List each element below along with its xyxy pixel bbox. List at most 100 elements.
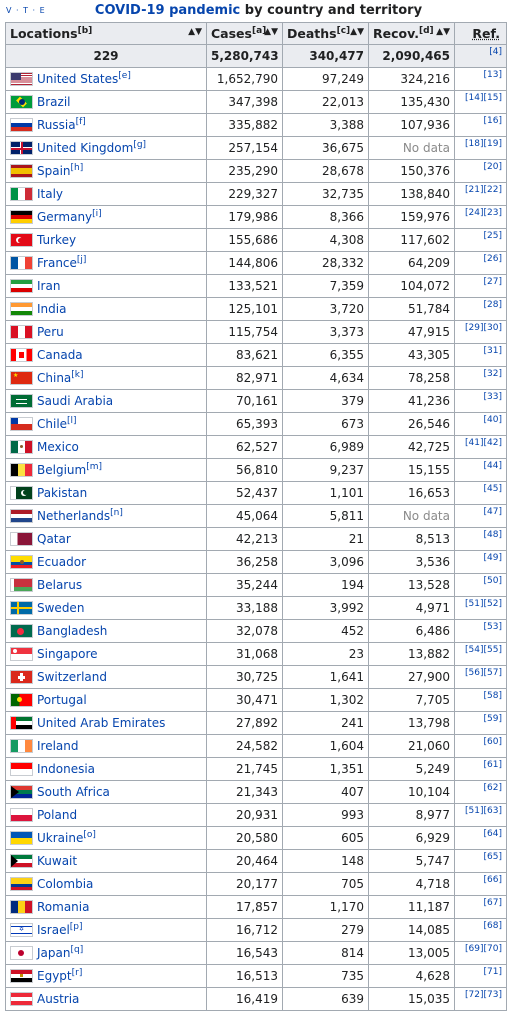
country-link[interactable]: Brazil (37, 95, 71, 109)
country-link[interactable]: Poland (37, 808, 78, 822)
ref-cell[interactable]: [31] (454, 343, 507, 367)
ref-cell[interactable]: [16] (454, 113, 507, 137)
country-link[interactable]: Kuwait (37, 854, 78, 868)
country-note[interactable]: [r] (71, 968, 83, 978)
country-link[interactable]: Saudi Arabia (37, 394, 114, 408)
country-link[interactable]: Chile (37, 417, 68, 431)
ref-cell[interactable]: [60] (454, 734, 507, 758)
sort-icon[interactable]: ▲▼ (264, 27, 278, 37)
ref-cell[interactable]: [47] (454, 504, 507, 528)
country-link[interactable]: Singapore (37, 647, 98, 661)
country-note[interactable]: [o] (83, 830, 96, 840)
ref-cell[interactable]: [58] (454, 688, 507, 712)
ref-header[interactable]: Ref. (454, 22, 507, 45)
ref-cell[interactable]: [20] (454, 159, 507, 183)
ref-cell[interactable]: [40] (454, 412, 507, 436)
sort-icon[interactable]: ▲▼ (188, 27, 202, 37)
country-link[interactable]: Italy (37, 187, 64, 201)
ref-cell[interactable]: [66] (454, 872, 507, 896)
country-link[interactable]: South Africa (37, 785, 110, 799)
ref-cell[interactable]: [54][55] (454, 642, 507, 666)
ref-cell[interactable]: [44] (454, 458, 507, 482)
ref-cell[interactable]: [27] (454, 274, 507, 298)
country-link[interactable]: Ukraine (37, 831, 84, 845)
country-link[interactable]: Egypt (37, 969, 72, 983)
ref-cell[interactable]: [25] (454, 228, 507, 252)
country-link[interactable]: Qatar (37, 532, 71, 546)
locations-note[interactable]: [b] (77, 25, 93, 36)
country-link[interactable]: Turkey (37, 233, 77, 247)
country-link[interactable]: Germany (37, 210, 93, 224)
country-note[interactable]: [f] (75, 117, 86, 127)
country-link[interactable]: Pakistan (37, 486, 88, 500)
country-link[interactable]: Ecuador (37, 555, 87, 569)
ref-cell[interactable]: [28] (454, 297, 507, 321)
country-link[interactable]: United Kingdom (37, 141, 134, 155)
ref-cell[interactable]: [51][63] (454, 803, 507, 827)
country-link[interactable]: Portugal (37, 693, 87, 707)
country-note[interactable]: [l] (67, 416, 77, 426)
country-link[interactable]: Japan (37, 946, 71, 960)
country-link[interactable]: Romania (37, 900, 90, 914)
locations-header[interactable]: Locations[b] ▲▼ (5, 22, 207, 45)
country-link[interactable]: Israel (37, 923, 70, 937)
country-link[interactable]: Peru (37, 325, 64, 339)
country-link[interactable]: Austria (37, 992, 80, 1006)
country-link[interactable]: India (37, 302, 67, 316)
country-link[interactable]: United Arab Emirates (37, 716, 166, 730)
ref-cell[interactable]: [62] (454, 780, 507, 804)
ref-cell[interactable]: [24][23] (454, 205, 507, 229)
deaths-note[interactable]: [c] (336, 25, 351, 36)
country-link[interactable]: Canada (37, 348, 83, 362)
ref-cell[interactable]: [56][57] (454, 665, 507, 689)
ref-cell[interactable]: [13] (454, 67, 507, 91)
ref-cell[interactable]: [65] (454, 849, 507, 873)
ref-cell[interactable]: [59] (454, 711, 507, 735)
ref-cell[interactable]: [53] (454, 619, 507, 643)
ref-cell[interactable]: [71] (454, 964, 507, 988)
ref-cell[interactable]: [48] (454, 527, 507, 551)
ref-cell[interactable]: [68] (454, 918, 507, 942)
country-link[interactable]: Netherlands (37, 509, 111, 523)
ref-cell[interactable]: [41][42] (454, 435, 507, 459)
ref-cell[interactable]: [32] (454, 366, 507, 390)
ref-cell[interactable]: [14][15] (454, 90, 507, 114)
ref-cell[interactable]: [45] (454, 481, 507, 505)
country-link[interactable]: Russia (37, 118, 76, 132)
country-note[interactable]: [k] (71, 370, 84, 380)
country-note[interactable]: [q] (70, 945, 84, 955)
recov-note[interactable]: [d] (418, 25, 434, 36)
country-note[interactable]: [p] (69, 922, 83, 932)
country-link[interactable]: Bangladesh (37, 624, 108, 638)
country-link[interactable]: Mexico (37, 440, 79, 454)
ref-cell[interactable]: [67] (454, 895, 507, 919)
vte-links[interactable]: V · T · E (6, 6, 46, 15)
country-note[interactable]: [g] (133, 140, 147, 150)
country-note[interactable]: [e] (118, 71, 131, 81)
country-note[interactable]: [m] (86, 462, 102, 472)
ref-cell[interactable]: [18][19] (454, 136, 507, 160)
country-note[interactable]: [i] (92, 209, 102, 219)
country-link[interactable]: Colombia (37, 877, 94, 891)
ref-cell[interactable]: [26] (454, 251, 507, 275)
deaths-header[interactable]: Deaths[c] ▲▼ (282, 22, 369, 45)
country-note[interactable]: [n] (110, 508, 123, 518)
country-link[interactable]: Belarus (37, 578, 83, 592)
country-link[interactable]: Ireland (37, 739, 79, 753)
country-link[interactable]: Sweden (37, 601, 85, 615)
country-link[interactable]: Belgium (37, 463, 87, 477)
covid-pandemic-link[interactable]: COVID-19 pandemic (94, 3, 241, 18)
ref-cell[interactable]: [69][70] (454, 941, 507, 965)
country-link[interactable]: China (37, 371, 72, 385)
cases-note[interactable]: [a] (251, 25, 267, 36)
recov-header[interactable]: Recov.[d] ▲▼ (368, 22, 455, 45)
ref-cell[interactable]: [33] (454, 389, 507, 413)
ref-cell[interactable]: [64] (454, 826, 507, 850)
sort-icon[interactable]: ▲▼ (436, 27, 450, 37)
ref-cell[interactable]: [61] (454, 757, 507, 781)
total-ref[interactable]: [4] (454, 44, 507, 68)
sort-icon[interactable]: ▲▼ (350, 27, 364, 37)
ref-cell[interactable]: [72][73] (454, 987, 507, 1011)
country-link[interactable]: France (37, 256, 77, 270)
ref-cell[interactable]: [49] (454, 550, 507, 574)
